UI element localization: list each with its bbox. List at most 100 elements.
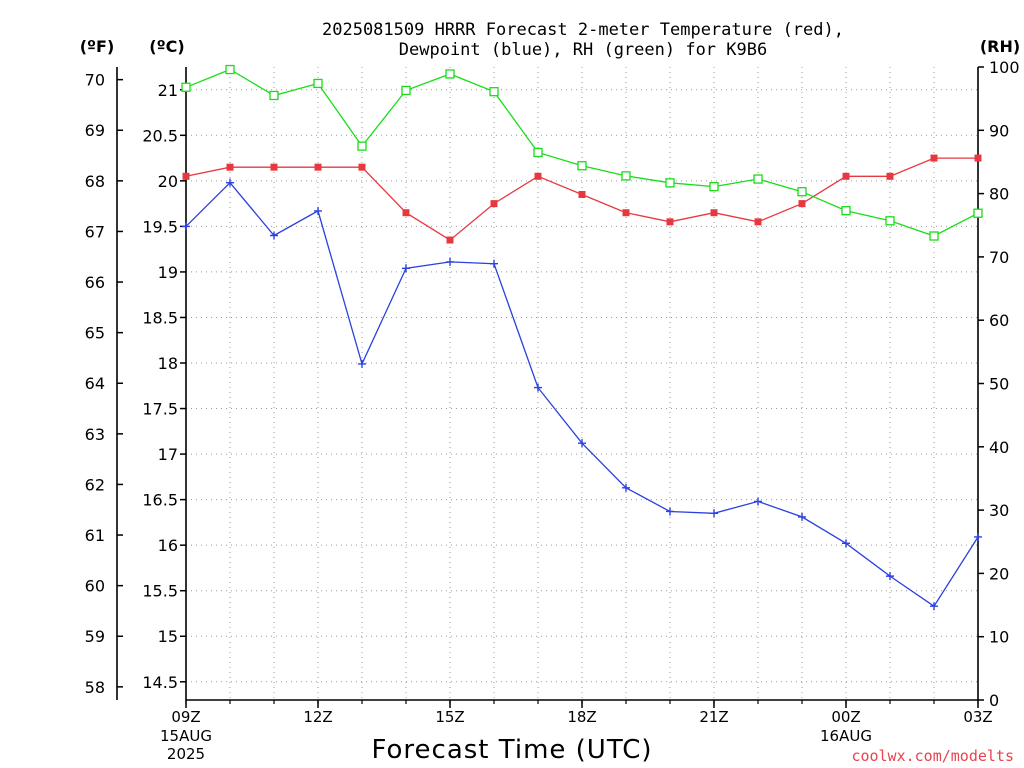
- rh-point: [533, 147, 543, 158]
- dewpoint-point: [710, 509, 718, 518]
- rh-tick-label: 100: [989, 58, 1020, 77]
- dewpoint-point: [446, 257, 454, 266]
- celsius-tick-label: 15.5: [142, 582, 178, 601]
- series-layer: [181, 64, 983, 611]
- rh-tick-label: 80: [989, 185, 1009, 204]
- tick-label-layer: 14.5 15 15.5 16 16.5 17 17.5 18 18.5 19 19.5 20 20.5…: [85, 58, 1020, 763]
- fahrenheit-tick-label: 58: [85, 678, 105, 697]
- chart-title-line1: 2025081509 HRRR Forecast 2-meter Tempera…: [322, 20, 844, 40]
- dewpoint-point: [226, 178, 234, 187]
- fahrenheit-tick-label: 60: [85, 577, 105, 596]
- rh-point: [753, 174, 763, 184]
- temperature-point: [270, 163, 278, 171]
- fahrenheit-tick-label: 59: [85, 627, 105, 646]
- rh-point: [665, 178, 675, 188]
- dewpoint-point: [754, 497, 762, 506]
- rh-point: [313, 78, 323, 89]
- dewpoint-point: [974, 532, 982, 541]
- rh-tick-label: 40: [989, 438, 1009, 457]
- rh-tick-label: 60: [989, 311, 1009, 330]
- temperature-point: [974, 154, 982, 162]
- celsius-unit-label: (ºC): [149, 37, 184, 56]
- credit-link[interactable]: coolwx.com/modelts: [851, 747, 1014, 765]
- x-tick-label: 12Z: [303, 708, 332, 726]
- fahrenheit-tick-label: 65: [85, 324, 105, 343]
- rh-tick-label: 90: [989, 121, 1009, 140]
- fahrenheit-tick-label: 63: [85, 425, 105, 444]
- x-tick-year: 2025: [167, 745, 205, 763]
- rh-point: [885, 216, 895, 226]
- temperature-point: [446, 236, 454, 244]
- celsius-tick-label: 17.5: [142, 400, 178, 419]
- rh-point: [445, 69, 455, 79]
- x-tick-date: 15AUG: [160, 727, 212, 745]
- fahrenheit-tick-label: 64: [85, 374, 105, 393]
- temperature-point: [754, 218, 762, 226]
- x-tick-label: 09Z: [171, 708, 200, 726]
- dewpoint-point: [930, 602, 938, 611]
- celsius-tick-label: 18.5: [142, 308, 178, 327]
- temperature-point: [314, 163, 322, 171]
- dewpoint-point: [842, 539, 850, 548]
- celsius-tick-label: 21: [158, 81, 178, 100]
- celsius-tick-label: 20: [158, 172, 178, 191]
- celsius-tick-label: 14.5: [142, 673, 178, 692]
- temperature-point: [842, 172, 850, 180]
- celsius-tick-label: 15: [158, 627, 178, 646]
- dewpoint-point: [314, 206, 322, 215]
- x-tick-label: 00Z: [831, 708, 860, 726]
- rh-point: [841, 206, 851, 216]
- rh-tick-label: 50: [989, 375, 1009, 394]
- rh-point: [929, 231, 939, 241]
- dewpoint-point: [666, 507, 674, 516]
- x-tick-date: 16AUG: [820, 727, 872, 745]
- x-axis-label: Forecast Time (UTC): [371, 735, 652, 765]
- dewpoint-point: [490, 259, 498, 268]
- celsius-tick-label: 20.5: [142, 126, 178, 145]
- rh-point: [577, 161, 587, 171]
- temperature-point: [182, 172, 190, 180]
- fahrenheit-tick-label: 70: [85, 71, 105, 90]
- rh-tick-label: 30: [989, 501, 1009, 520]
- rh-point: [357, 141, 367, 151]
- temperature-point: [710, 209, 718, 217]
- fahrenheit-unit-label: (ºF): [80, 37, 115, 56]
- x-tick-label: 15Z: [435, 708, 464, 726]
- temperature-point: [886, 172, 894, 180]
- rh-point: [489, 87, 499, 97]
- celsius-tick-label: 19.5: [142, 217, 178, 236]
- fahrenheit-tick-label: 62: [85, 475, 105, 494]
- celsius-tick-label: 16: [158, 536, 178, 555]
- temperature-point: [798, 200, 806, 208]
- dewpoint-point: [182, 222, 190, 231]
- axis-layer: [116, 66, 984, 708]
- fahrenheit-tick-label: 68: [85, 172, 105, 191]
- dewpoint-point: [886, 572, 894, 581]
- dewpoint-point: [358, 359, 366, 368]
- rh-point: [709, 181, 719, 192]
- fahrenheit-tick-label: 66: [85, 273, 105, 292]
- dewpoint-point: [270, 231, 278, 240]
- rh-point: [621, 171, 631, 181]
- temperature-point: [490, 200, 498, 208]
- rh-point: [401, 85, 411, 96]
- celsius-tick-label: 18: [158, 354, 178, 373]
- dewpoint-point: [622, 483, 630, 492]
- rh-point: [973, 208, 983, 218]
- temperature-point: [666, 218, 674, 226]
- rh-tick-label: 0: [989, 691, 999, 710]
- rh-unit-label: (RH): [980, 37, 1020, 56]
- rh-tick-label: 20: [989, 564, 1009, 583]
- rh-point: [225, 64, 235, 75]
- rh-tick-label: 70: [989, 248, 1009, 267]
- temperature-point: [930, 154, 938, 162]
- temperature-point: [534, 172, 542, 180]
- x-tick-label: 03Z: [963, 708, 992, 726]
- rh-point: [269, 90, 279, 101]
- fahrenheit-tick-label: 61: [85, 526, 105, 545]
- fahrenheit-tick-label: 69: [85, 121, 105, 140]
- celsius-tick-label: 19: [158, 263, 178, 282]
- rh-point: [797, 187, 807, 197]
- chart-title-line2: Dewpoint (blue), RH (green) for K9B6: [399, 40, 767, 60]
